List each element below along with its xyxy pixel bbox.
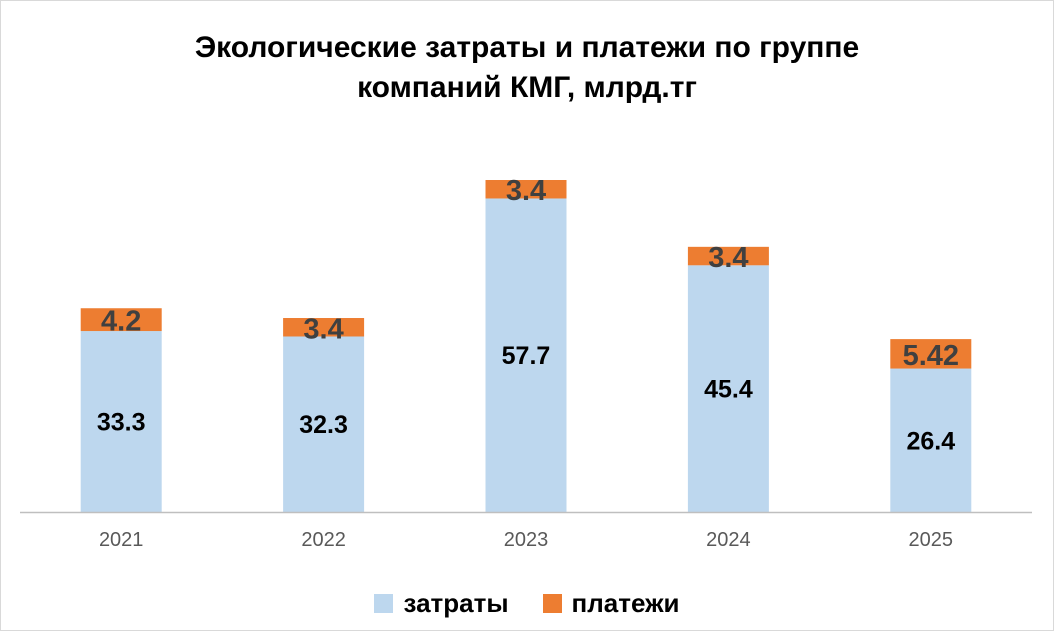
legend-swatch-platezhi	[542, 594, 562, 613]
bar-zatraty-2022	[283, 336, 365, 512]
chart-title: Экологические затраты и платежи по групп…	[0, 28, 1054, 108]
data-label-zatraty-2022: 32.3	[299, 411, 348, 439]
data-label-zatraty-2023: 57.7	[502, 342, 551, 370]
bar-platezhi-2025	[890, 339, 972, 369]
x-tick-label-2021: 2021	[99, 529, 144, 551]
legend-label-platezhi: платежи	[571, 588, 680, 618]
x-tick-label-2025: 2025	[909, 529, 954, 551]
bar-zatraty-2025	[890, 368, 972, 512]
legend-item-platezhi: платежи	[542, 588, 680, 619]
data-label-zatraty-2025: 26.4	[906, 427, 955, 455]
data-label-platezhi-2022: 3.4	[303, 313, 343, 345]
bar-zatraty-2024	[687, 265, 769, 512]
chart-title-line-1: Экологические затраты и платежи по групп…	[194, 31, 860, 64]
chart-legend: затраты платежи	[0, 588, 1054, 619]
data-label-platezhi-2023: 3.4	[506, 175, 546, 207]
x-tick-label-2024: 2024	[706, 529, 751, 551]
data-label-zatraty-2021: 33.3	[97, 409, 146, 437]
chart-title-line-2: компаний КМГ, млрд.тг	[357, 71, 697, 104]
x-tick-label-2023: 2023	[504, 529, 549, 551]
bar-platezhi-2024	[687, 246, 769, 266]
x-tick-label-2022: 2022	[301, 529, 346, 551]
legend-label-zatraty: затраты	[403, 588, 509, 618]
bar-zatraty-2023	[485, 198, 567, 513]
bar-platezhi-2023	[485, 180, 567, 199]
legend-swatch-zatraty	[374, 594, 394, 613]
data-label-platezhi-2021: 4.2	[101, 306, 141, 338]
bar-platezhi-2021	[80, 308, 162, 332]
data-label-platezhi-2025: 5.42	[903, 340, 959, 372]
bar-platezhi-2022	[283, 318, 365, 337]
bar-zatraty-2021	[80, 331, 162, 512]
legend-item-zatraty: затраты	[374, 588, 509, 619]
data-label-platezhi-2024: 3.4	[708, 242, 748, 274]
data-label-zatraty-2024: 45.4	[704, 376, 753, 404]
